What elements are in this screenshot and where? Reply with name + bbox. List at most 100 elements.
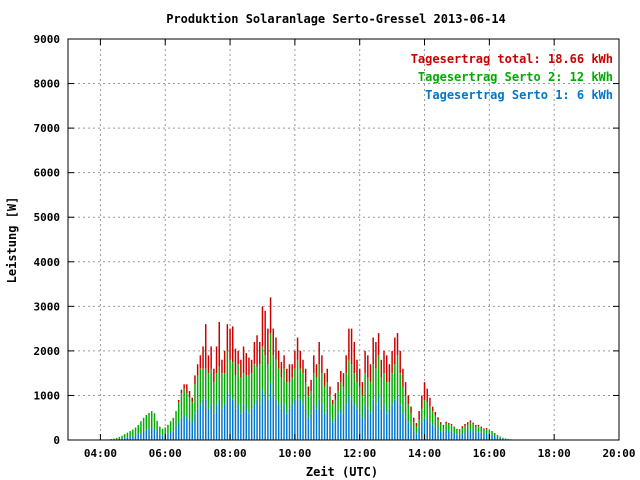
bar-segment [434, 426, 437, 440]
bar-segment [464, 432, 466, 440]
bar-segment [345, 373, 347, 405]
bar-segment [202, 346, 204, 369]
bar-segment [234, 348, 237, 376]
bar-segment [404, 395, 407, 418]
bar-segment [202, 399, 204, 440]
bar-segment [337, 382, 339, 391]
bar-segment [456, 434, 458, 440]
bar-segment [205, 368, 207, 400]
bar-segment [361, 395, 364, 418]
bar-segment [469, 422, 472, 430]
bar-segment [113, 438, 115, 440]
bar-segment [377, 395, 380, 440]
bar-segment [245, 375, 248, 409]
bar-segment [123, 434, 126, 438]
bar-segment [240, 413, 242, 440]
bar-segment [302, 359, 304, 374]
bar-segment [383, 404, 385, 440]
bar-segment [496, 436, 499, 440]
bar-segment [253, 364, 256, 405]
bar-segment [464, 423, 466, 427]
bar-segment [372, 399, 374, 440]
bar-segment [194, 413, 196, 440]
bar-segment [180, 389, 183, 394]
bar-segment [456, 429, 458, 435]
bar-segment [156, 431, 158, 440]
bar-segment [394, 399, 396, 440]
bar-segment [275, 337, 277, 360]
bar-segment [367, 355, 369, 378]
x-tick-label: 14:00 [408, 447, 441, 460]
bar-segment [358, 386, 361, 414]
bar-segment [321, 355, 323, 374]
bar-segment [213, 382, 215, 414]
bar-segment [404, 382, 407, 396]
bar-segment [315, 364, 318, 378]
bar-segment [464, 426, 466, 433]
bar-segment [415, 433, 418, 440]
bar-segment [167, 424, 169, 434]
bar-segment [475, 424, 477, 427]
bar-segment [448, 424, 450, 432]
y-tick-label: 1000 [34, 389, 61, 402]
bar-segment [345, 404, 347, 440]
bar-segment [431, 411, 434, 425]
plot-frame [67, 38, 620, 441]
bar-segment [234, 375, 237, 409]
bar-segment [461, 427, 464, 434]
bar-segment [334, 399, 337, 418]
x-tick-label: 10:00 [278, 447, 311, 460]
bar-segment [323, 373, 326, 387]
y-tick-label: 5000 [34, 211, 61, 224]
bar-segment [213, 413, 215, 440]
bar-segment [310, 390, 312, 414]
bar-segment [329, 395, 331, 418]
bar-segment [304, 408, 307, 440]
x-tick-label: 18:00 [538, 447, 571, 460]
bar-segment [477, 431, 480, 440]
bar-segment [415, 423, 418, 427]
bar-segment [375, 368, 377, 405]
y-tick-label: 0 [53, 434, 60, 447]
bar-segment [134, 435, 137, 440]
bar-segment [412, 431, 415, 440]
bar-segment [296, 337, 299, 360]
bar-segment [334, 417, 337, 440]
bar-segment [172, 431, 175, 440]
bar-segment [199, 368, 202, 405]
bar-segment [294, 399, 296, 440]
bar-segment [142, 417, 145, 432]
bar-segment [477, 426, 480, 432]
y-tick-label: 2000 [34, 345, 61, 358]
bar-segment [404, 417, 407, 440]
x-tick-label: 16:00 [473, 447, 506, 460]
bar-segment [277, 368, 280, 405]
bar-segment [353, 373, 356, 405]
bar-segment [477, 424, 480, 427]
bar-segment [469, 420, 472, 423]
bar-segment [364, 373, 366, 405]
bar-segment [450, 425, 453, 432]
bar-segment [421, 408, 423, 423]
bar-segment [183, 388, 185, 416]
bar-segment [423, 399, 426, 418]
bar-segment [302, 404, 304, 440]
bar-segment [315, 408, 318, 440]
bar-segment [115, 437, 118, 440]
bar-segment [229, 359, 231, 396]
bar-segment [126, 432, 129, 438]
bar-segment [280, 362, 283, 378]
bar-segment [321, 373, 323, 405]
bar-segment [153, 428, 156, 440]
y-tick-label: 8000 [34, 78, 61, 91]
bar-segment [132, 429, 134, 436]
bar-segment [340, 382, 342, 409]
bar-segment [286, 368, 288, 383]
bar-segment [348, 359, 350, 396]
bar-segment [491, 431, 493, 432]
bar-segment [123, 437, 126, 440]
bar-segment [418, 428, 420, 440]
bar-segment [277, 404, 280, 440]
bar-segment [277, 350, 280, 369]
bar-segment [191, 422, 193, 440]
